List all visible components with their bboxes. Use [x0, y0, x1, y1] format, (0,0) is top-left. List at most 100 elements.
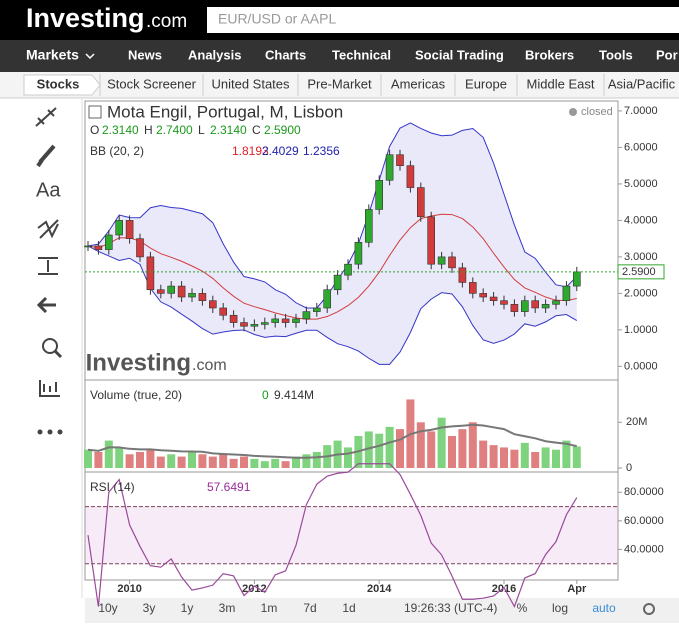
candle [219, 307, 227, 316]
ohlc-value: 2.3140 [102, 123, 139, 137]
volume-bar [479, 440, 488, 468]
tab[interactable]: Pre-Market [307, 76, 372, 91]
volume-bar [396, 429, 404, 468]
nav-item[interactable]: News [128, 47, 162, 62]
tab[interactable]: Europe [465, 76, 507, 91]
tab-bar [0, 72, 679, 98]
range-button[interactable]: 3m [219, 601, 236, 615]
tool-zoom-handle[interactable] [53, 349, 63, 359]
tool-back[interactable] [36, 296, 56, 314]
tool-measure[interactable] [38, 257, 58, 275]
tab[interactable]: Americas [391, 76, 446, 91]
candle [489, 296, 498, 301]
range-button[interactable]: 1y [181, 601, 194, 615]
volume-bar [292, 456, 300, 468]
candle [125, 220, 134, 239]
tool-pattern[interactable] [37, 219, 59, 239]
candle [167, 285, 175, 294]
nav-item[interactable]: Brokers [525, 47, 574, 62]
nav-item[interactable]: Markets [26, 47, 79, 63]
candle [292, 318, 300, 323]
nav-item[interactable]: Social Trading [415, 47, 504, 62]
log-toggle[interactable]: log [552, 601, 568, 615]
volume-bar [281, 461, 290, 468]
volume-bar [125, 454, 134, 468]
volume-bar [229, 458, 238, 468]
nav-item[interactable]: Por [656, 47, 678, 62]
candle [468, 282, 477, 294]
candle [250, 324, 259, 327]
range-button[interactable]: 10y [98, 601, 117, 615]
candle [84, 245, 92, 248]
percent-toggle[interactable]: % [517, 601, 528, 615]
settings-icon[interactable] [643, 603, 655, 615]
y-tick-label: 5.0000 [624, 178, 658, 190]
ohlc-value: 2.7400 [156, 123, 193, 137]
tool-text[interactable]: Aa [36, 179, 61, 201]
volume-bar [115, 447, 124, 468]
candle [146, 256, 155, 291]
logo[interactable]: Investing [26, 3, 145, 33]
candle [260, 322, 269, 325]
auto-toggle[interactable]: auto [592, 601, 616, 615]
tool-indicators[interactable] [39, 380, 60, 397]
candle [323, 289, 332, 309]
clock: 19:26:33 (UTC-4) [404, 601, 497, 615]
volume-bar [552, 449, 560, 468]
volume-bar [572, 446, 581, 468]
ohlc-name: O [90, 123, 99, 137]
volume-name: Volume (true, 20) [90, 388, 182, 402]
candle [157, 289, 165, 294]
tab[interactable]: United States [211, 76, 290, 91]
tab[interactable]: Stock Screener [107, 76, 197, 91]
nav-item[interactable]: Charts [265, 47, 306, 62]
x-tick-label: 2012 [242, 583, 266, 595]
bb-value: 1.8193 [232, 144, 269, 158]
candle [209, 300, 217, 309]
nav-item[interactable]: Analysis [188, 47, 241, 62]
volume-bar [240, 456, 248, 468]
tool-brush[interactable] [36, 144, 56, 168]
ohlc-name: H [144, 123, 153, 137]
range-button[interactable]: 1m [261, 601, 278, 615]
collapse-box[interactable] [88, 105, 102, 119]
y-tick-label: 2.0000 [624, 287, 658, 299]
volume-bar [146, 449, 155, 468]
watermark: Investing [86, 349, 191, 376]
candle [375, 179, 384, 210]
candle [302, 311, 311, 320]
candle [458, 267, 467, 283]
volume-bar [562, 440, 571, 468]
candle [281, 318, 290, 323]
candle [427, 216, 436, 265]
status-dot [569, 108, 577, 116]
bb-lower [87, 245, 578, 365]
search-box[interactable] [207, 7, 679, 33]
last-price-tag [617, 264, 665, 280]
volume-bar [156, 456, 165, 468]
volume-bar [219, 454, 228, 468]
nav-item[interactable]: Technical [332, 47, 391, 62]
rsi-band [85, 506, 618, 564]
tool-more[interactable] [37, 429, 63, 435]
tab[interactable]: Stocks [37, 76, 80, 91]
volume-bar [104, 440, 113, 468]
tool-icons[interactable] [35, 107, 63, 397]
volume-bar [520, 442, 529, 468]
candle [396, 154, 404, 166]
tool-zoom[interactable] [42, 338, 58, 354]
volume-bar [375, 433, 384, 468]
range-button[interactable]: 3y [143, 601, 156, 615]
tool-lines[interactable] [35, 107, 57, 127]
candle [531, 300, 540, 309]
tab[interactable]: Middle East [527, 76, 595, 91]
tab[interactable]: Asia/Pacific [608, 76, 676, 91]
nav-caret [85, 53, 95, 60]
nav-item[interactable]: Tools [599, 47, 633, 62]
range-button[interactable]: 1d [342, 601, 355, 615]
candle [344, 263, 352, 276]
candle [229, 314, 238, 323]
watermark-suffix: .com [192, 357, 227, 374]
range-button[interactable]: 7d [303, 601, 316, 615]
